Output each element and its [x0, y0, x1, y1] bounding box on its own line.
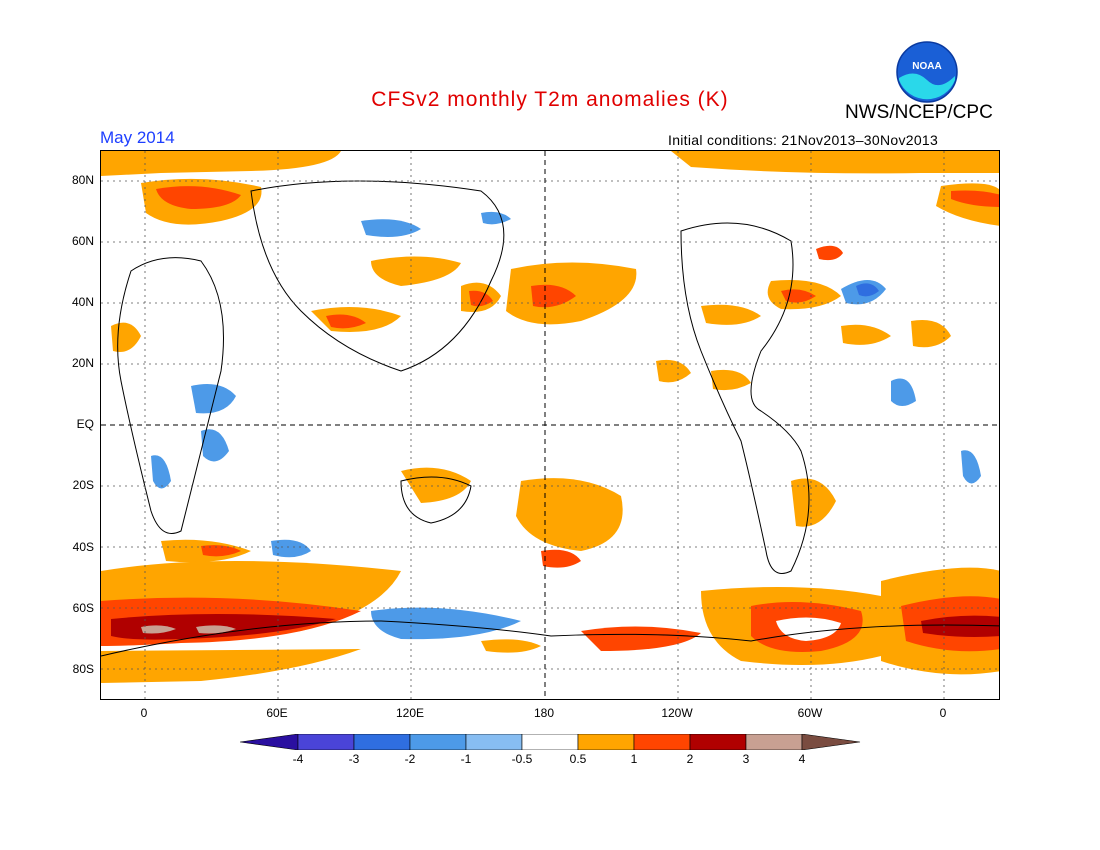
lon-label-0: 0 [140, 706, 148, 720]
initial-conditions: Initial conditions: 21Nov2013–30Nov2013 [668, 132, 939, 148]
colorbar-label-neg2: -2 [404, 752, 416, 766]
lat-label-80s: 80S [72, 662, 94, 676]
lat-label-40s: 40S [72, 540, 94, 554]
lat-label-40n: 40N [71, 295, 94, 309]
colorbar-swatch-4 [465, 733, 523, 751]
colorbar-swatch-8 [689, 733, 747, 751]
lat-label-60s: 60S [72, 601, 94, 615]
forecast-month: May 2014 [100, 128, 175, 147]
lon-label-0-right: 0 [939, 706, 947, 720]
colorbar-label-05: 0.5 [569, 752, 587, 766]
colorbar-swatch-5 [521, 733, 579, 751]
lon-label-120e: 120E [395, 706, 425, 720]
colorbar-swatch-lowest [239, 733, 299, 751]
colorbar-label-neg05: -0.5 [511, 752, 533, 766]
lon-label-180: 180 [533, 706, 555, 720]
anomaly-map [100, 150, 1000, 700]
colorbar-swatch-1 [297, 733, 355, 751]
colorbar-swatch-3 [409, 733, 467, 751]
colorbar-label-neg4: -4 [292, 752, 304, 766]
colorbar-label-neg3: -3 [348, 752, 360, 766]
color-bar [239, 733, 862, 754]
colorbar-swatch-highest [801, 733, 861, 751]
lon-label-60w: 60W [797, 706, 823, 720]
lat-label-20s: 20S [72, 478, 94, 492]
colorbar-swatch-6 [577, 733, 635, 751]
colorbar-label-3: 3 [742, 752, 750, 766]
colorbar-label-2: 2 [686, 752, 694, 766]
noaa-logo: NOAA [895, 40, 959, 104]
colorbar-label-4: 4 [798, 752, 806, 766]
colorbar-swatch-9 [745, 733, 803, 751]
agency-label: NWS/NCEP/CPC [845, 102, 993, 123]
lat-label-20n: 20N [71, 356, 94, 370]
colorbar-label-1: 1 [630, 752, 638, 766]
colorbar-swatch-2 [353, 733, 411, 751]
colorbar-swatch-7 [633, 733, 691, 751]
lat-label-60n: 60N [71, 234, 94, 248]
lon-label-60e: 60E [266, 706, 288, 720]
noaa-logo-text: NOAA [912, 61, 941, 72]
chart-title: CFSv2 monthly T2m anomalies (K) [371, 88, 729, 111]
lat-label-80n: 80N [71, 173, 94, 187]
colorbar-label-neg1: -1 [460, 752, 472, 766]
lat-label-eq: EQ [76, 417, 94, 431]
lon-label-120w: 120W [661, 706, 693, 720]
